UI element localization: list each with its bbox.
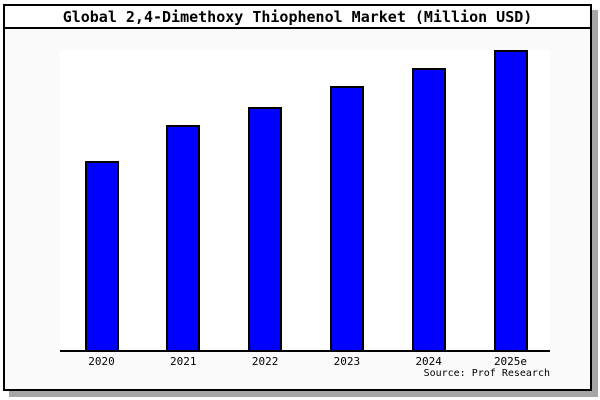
bar-2023 [329, 86, 364, 350]
plot-area [60, 50, 550, 352]
bar-2025e [493, 50, 528, 350]
source-note: Source: Prof Research [423, 368, 550, 379]
x-tick-label-2025e: 2025e [493, 355, 528, 368]
title-box: Global 2,4-Dimethoxy Thiophenol Market (… [3, 4, 592, 29]
bar-2024 [411, 68, 446, 350]
bar-2020 [84, 161, 119, 350]
x-tick-label-2020: 2020 [88, 355, 115, 368]
x-tick-label-2022: 2022 [251, 355, 279, 368]
bar-2021 [166, 125, 201, 350]
x-axis-labels: 2020 2021 2022 2023 2024 2025e [60, 355, 550, 369]
x-tick-label-2024: 2024 [415, 355, 442, 368]
x-tick-label-2023: 2023 [333, 355, 361, 368]
chart-title: Global 2,4-Dimethoxy Thiophenol Market (… [62, 7, 533, 26]
bar-2022 [248, 107, 283, 350]
x-tick-label-2021: 2021 [170, 355, 197, 368]
